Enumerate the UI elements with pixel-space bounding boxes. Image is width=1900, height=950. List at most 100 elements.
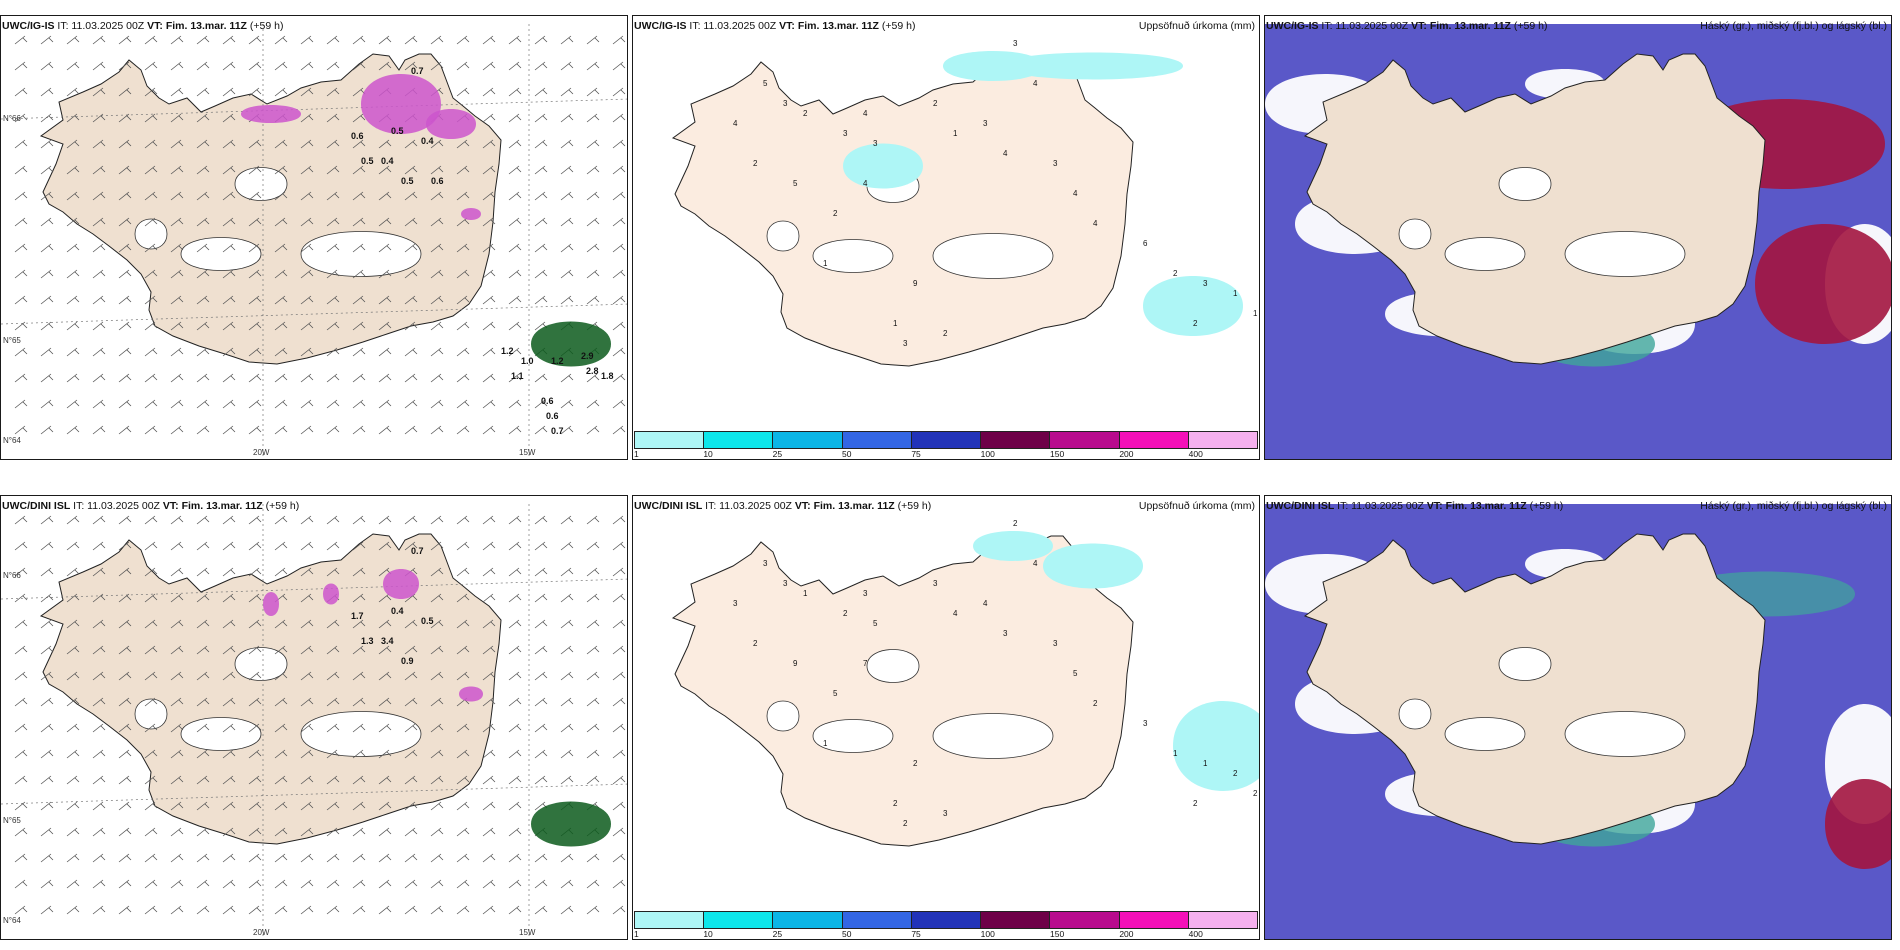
colorbar-labels: 1 10 25 50 75 100 150 200 400 <box>634 929 1258 939</box>
wind-barb <box>482 139 496 149</box>
wind-barb <box>430 697 444 707</box>
precip-value: 3 <box>873 139 878 148</box>
wind-barb <box>612 723 626 733</box>
wind-barb <box>40 295 54 305</box>
wind-barb <box>534 269 548 279</box>
wind-barb <box>456 515 470 525</box>
colorbar-swatch <box>773 432 843 448</box>
precip-value: 3 <box>933 579 938 588</box>
wind-barb <box>196 61 210 71</box>
wind-barb <box>92 113 106 123</box>
wind-barb <box>170 697 184 707</box>
wind-barb <box>248 853 262 863</box>
wind-barb <box>14 217 28 227</box>
wind-barb <box>300 749 314 759</box>
wind-barb <box>118 593 132 603</box>
wind-barb <box>404 61 418 71</box>
wind-barb <box>612 425 626 435</box>
wind-barb <box>274 723 288 733</box>
wind-barb <box>300 879 314 889</box>
wind-barb <box>456 879 470 889</box>
wind-barb <box>586 165 600 175</box>
wind-barb <box>508 35 522 45</box>
wind-barb <box>300 347 314 357</box>
wind-barb <box>430 905 444 915</box>
wind-barb <box>222 321 236 331</box>
wind-barb <box>508 567 522 577</box>
wind-barb <box>534 295 548 305</box>
colorbar-label: 400 <box>1188 929 1203 939</box>
precip-value: 9 <box>793 659 798 668</box>
wind-barb <box>14 515 28 525</box>
wind-barb <box>40 905 54 915</box>
wind-barb <box>508 827 522 837</box>
wind-barb <box>534 541 548 551</box>
wind-barb <box>378 165 392 175</box>
lon-label: 15W <box>519 448 536 457</box>
wind-barb <box>222 113 236 123</box>
wind-barb <box>352 749 366 759</box>
wind-barb <box>196 399 210 409</box>
panel-dini-wind: 0.7 0.4 0.5 1.7 1.3 3.4 0.9 UWC/DINI ISL IT: 1… <box>0 495 628 940</box>
panel-subtitle: Háský (gr.), miðský (fj.bl.) og lágský (… <box>1700 500 1887 512</box>
wind-barb <box>404 697 418 707</box>
wind-barb <box>508 321 522 331</box>
wind-barb <box>300 35 314 45</box>
wind-barb <box>66 243 80 253</box>
wind-barb <box>534 619 548 629</box>
wind-barb <box>92 399 106 409</box>
wind-barb <box>612 593 626 603</box>
wind-barb <box>586 373 600 383</box>
wind-barb <box>456 775 470 785</box>
wind-barb <box>274 567 288 577</box>
wind-barb <box>430 541 444 551</box>
wind-barb <box>196 321 210 331</box>
wind-barb <box>560 593 574 603</box>
precip-value: 4 <box>863 109 868 118</box>
wind-barb <box>482 269 496 279</box>
precip-value: 3 <box>1053 639 1058 648</box>
wind-barb <box>300 567 314 577</box>
precip-value: 2 <box>1253 789 1258 798</box>
wind-barb <box>612 541 626 551</box>
wind-barb <box>560 541 574 551</box>
wind-barb <box>300 827 314 837</box>
glacier <box>812 239 894 273</box>
panel-subtitle: Uppsöfnuð úrkoma (mm) <box>1138 20 1255 32</box>
colorbar-label: 75 <box>911 449 921 459</box>
wind-barb <box>196 515 210 525</box>
wind-barb <box>352 191 366 201</box>
wind-barb <box>274 775 288 785</box>
precip-value: 5 <box>1073 669 1078 678</box>
wind-barb <box>508 165 522 175</box>
precip-value: 1 <box>823 739 828 748</box>
wind-barb <box>326 749 340 759</box>
wind-barb <box>66 139 80 149</box>
precip-value: 0.6 <box>351 131 364 141</box>
wind-barb <box>196 295 210 305</box>
wind-barb <box>40 541 54 551</box>
wind-barb <box>508 515 522 525</box>
wind-barb <box>508 619 522 629</box>
wind-barb <box>196 87 210 97</box>
wind-barb <box>248 139 262 149</box>
wind-barb <box>14 619 28 629</box>
panel-title: UWC/DINI ISL IT: 11.03.2025 00Z VT: Fim.… <box>634 500 932 512</box>
wind-barb <box>170 139 184 149</box>
wind-barb <box>40 879 54 889</box>
wind-barb <box>170 515 184 525</box>
wind-barb <box>248 515 262 525</box>
wind-barb <box>404 905 418 915</box>
wind-barb <box>92 853 106 863</box>
wind-barb <box>300 697 314 707</box>
wind-barb <box>326 671 340 681</box>
colorbar-swatch <box>1119 912 1189 928</box>
wind-barb <box>378 139 392 149</box>
wind-barb <box>196 243 210 253</box>
wind-barb <box>300 723 314 733</box>
precip-area <box>531 321 611 367</box>
wind-barb <box>196 879 210 889</box>
wind-barb <box>144 515 158 525</box>
wind-barb <box>456 425 470 435</box>
wind-barb <box>40 139 54 149</box>
